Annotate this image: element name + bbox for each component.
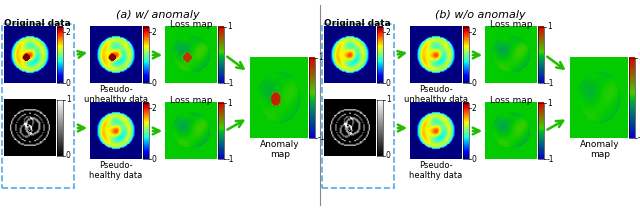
Text: Loss map: Loss map — [170, 20, 212, 29]
Text: Pseudo-
healthy data: Pseudo- healthy data — [90, 161, 143, 180]
Text: 0: 0 — [66, 151, 71, 161]
Text: 0: 0 — [386, 79, 391, 87]
Text: -1: -1 — [638, 133, 640, 143]
Text: -1: -1 — [547, 79, 554, 87]
Text: Loss map: Loss map — [490, 96, 532, 105]
Text: Anomaly
map: Anomaly map — [260, 140, 300, 159]
Text: Loss map: Loss map — [490, 20, 532, 29]
Text: Original data: Original data — [324, 19, 390, 28]
Text: Loss map: Loss map — [170, 96, 212, 105]
Text: 1: 1 — [386, 95, 391, 105]
Text: 0: 0 — [386, 151, 391, 161]
Text: 0: 0 — [152, 79, 157, 87]
Text: 2: 2 — [152, 104, 157, 113]
Text: Pseudo-
unhealthy data: Pseudo- unhealthy data — [404, 85, 468, 104]
Text: 0: 0 — [472, 79, 477, 87]
Text: 2: 2 — [66, 28, 71, 37]
Text: 2: 2 — [472, 28, 477, 37]
Text: 1: 1 — [547, 22, 552, 32]
Text: -1: -1 — [227, 155, 234, 163]
Text: Pseudo-
healthy data: Pseudo- healthy data — [410, 161, 463, 180]
Text: -1: -1 — [227, 79, 234, 87]
Bar — [322, 24, 394, 188]
Text: 0: 0 — [66, 79, 71, 87]
Text: 2: 2 — [472, 104, 477, 113]
Text: 1: 1 — [66, 95, 71, 105]
Text: (b) w/o anomaly: (b) w/o anomaly — [435, 10, 525, 20]
Bar — [2, 24, 74, 188]
Text: 1: 1 — [227, 99, 232, 107]
Text: 0: 0 — [472, 155, 477, 163]
Text: -1: -1 — [547, 155, 554, 163]
Text: Original data: Original data — [4, 19, 70, 28]
Text: 1: 1 — [318, 54, 323, 63]
Text: -1: -1 — [318, 133, 326, 143]
Text: (a) w/ anomaly: (a) w/ anomaly — [116, 10, 200, 20]
Text: Anomaly
map: Anomaly map — [580, 140, 620, 159]
Text: 1: 1 — [547, 99, 552, 107]
Text: 1: 1 — [227, 22, 232, 32]
Text: 2: 2 — [386, 28, 391, 37]
Text: Pseudo-
unhealthy data: Pseudo- unhealthy data — [84, 85, 148, 104]
Text: 0: 0 — [152, 155, 157, 163]
Text: 2: 2 — [152, 28, 157, 37]
Text: 1: 1 — [638, 54, 640, 63]
